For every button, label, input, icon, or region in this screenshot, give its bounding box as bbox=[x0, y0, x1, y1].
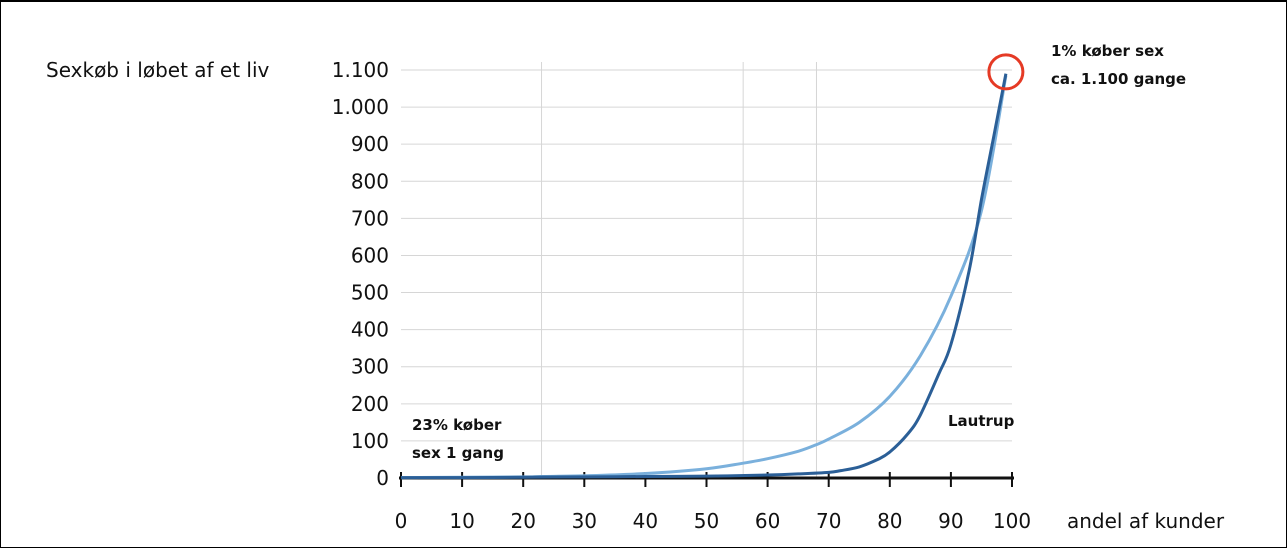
x-tick-label-30: 30 bbox=[572, 509, 597, 533]
x-tick-label-60: 60 bbox=[755, 509, 780, 533]
x-axis bbox=[399, 472, 1014, 487]
y-axis-title: Sexkøb i løbet af et liv bbox=[46, 58, 270, 82]
vertical-gridlines bbox=[541, 62, 817, 478]
x-tick-label-10: 10 bbox=[449, 509, 474, 533]
series-lines bbox=[400, 73, 1008, 480]
x-tick-label-70: 70 bbox=[816, 509, 841, 533]
horizontal-gridlines bbox=[401, 69, 1012, 442]
x-tick-label-100: 100 bbox=[993, 509, 1031, 533]
y-tick-label-1000: 1.000 bbox=[332, 95, 389, 119]
y-tick-label-500: 500 bbox=[351, 281, 389, 305]
y-tick-labels: 0 100 200 300 400 500 600 700 800 900 1.000 1.100 bbox=[332, 58, 389, 490]
x-axis-title: andel af kunder bbox=[1067, 509, 1225, 533]
annotation-bottom-line1: 23% køber bbox=[412, 416, 502, 434]
x-tick-label-0: 0 bbox=[395, 509, 408, 533]
y-tick-label-0: 0 bbox=[376, 466, 389, 490]
annotation-bottom-line2: sex 1 gang bbox=[412, 444, 504, 462]
y-tick-label-700: 700 bbox=[351, 206, 389, 230]
highlight-circle bbox=[987, 53, 1025, 91]
x-tick-label-20: 20 bbox=[510, 509, 535, 533]
annotation-top-line2: ca. 1.100 gange bbox=[1051, 70, 1186, 88]
y-tick-label-400: 400 bbox=[351, 318, 389, 342]
x-tick-label-40: 40 bbox=[633, 509, 658, 533]
y-tick-label-200: 200 bbox=[351, 392, 389, 416]
x-tick-labels: 0 10 20 30 40 50 60 70 80 90 100 bbox=[395, 509, 1031, 533]
series-label-lautrup: Lautrup bbox=[948, 412, 1015, 430]
y-tick-label-300: 300 bbox=[351, 355, 389, 379]
y-tick-label-100: 100 bbox=[351, 429, 389, 453]
y-tick-label-1100: 1.100 bbox=[332, 58, 389, 82]
x-tick-label-90: 90 bbox=[938, 509, 963, 533]
x-tick-label-50: 50 bbox=[694, 509, 719, 533]
series-line-lautrup bbox=[400, 73, 1008, 480]
x-tick-label-80: 80 bbox=[877, 509, 902, 533]
y-tick-label-800: 800 bbox=[351, 169, 389, 193]
annotation-top-line1: 1% køber sex bbox=[1051, 42, 1164, 60]
y-tick-label-900: 900 bbox=[351, 132, 389, 156]
y-tick-label-600: 600 bbox=[351, 243, 389, 267]
